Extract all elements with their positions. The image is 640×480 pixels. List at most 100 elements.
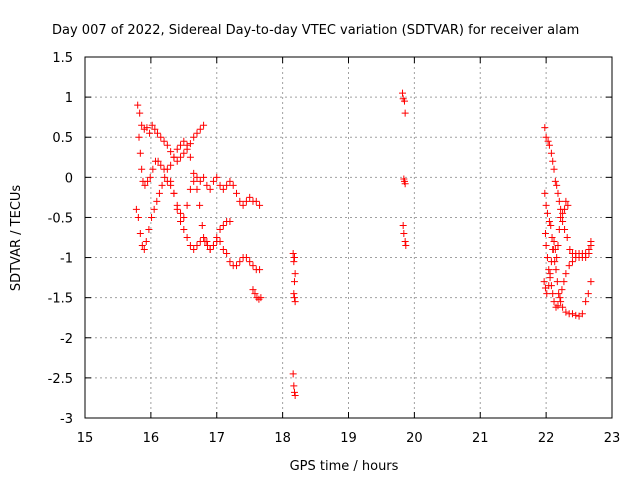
data-point (186, 140, 194, 148)
data-point (551, 246, 559, 254)
data-point (551, 177, 559, 185)
data-point (134, 213, 142, 221)
data-point (190, 246, 198, 254)
x-tick-label: 23 (604, 431, 621, 446)
data-point (196, 125, 204, 133)
data-point (559, 217, 567, 225)
x-tick-label: 21 (472, 431, 489, 446)
data-point (290, 290, 298, 298)
data-point (562, 270, 570, 278)
y-tick-label: 1 (65, 91, 73, 106)
data-point (557, 213, 565, 221)
data-point (149, 165, 157, 173)
data-point (561, 205, 569, 213)
data-point (550, 238, 558, 246)
data-point (582, 298, 590, 306)
data-point (553, 278, 561, 286)
data-point (204, 242, 212, 250)
data-point (170, 189, 178, 197)
series-arc-e (249, 286, 265, 303)
data-point (196, 177, 204, 185)
data-point (160, 137, 168, 145)
y-axis-label: SDTVAR / TECUs (9, 185, 24, 292)
x-tick-label: 17 (208, 431, 225, 446)
data-point (555, 197, 563, 205)
grid-lines (85, 57, 612, 418)
data-point (180, 149, 188, 157)
data-point (242, 254, 250, 262)
data-point (541, 189, 549, 197)
data-point (547, 221, 555, 229)
data-point (167, 148, 175, 156)
data-point (290, 258, 298, 266)
data-point (550, 165, 558, 173)
data-point (549, 290, 557, 298)
data-point (219, 246, 227, 254)
data-point (167, 177, 175, 185)
data-point (552, 266, 560, 274)
y-tick-label: 0 (65, 171, 73, 186)
series-arc-a (134, 101, 208, 165)
data-point (193, 173, 201, 181)
x-tick-label: 18 (274, 431, 291, 446)
data-point (219, 185, 227, 193)
data-point (543, 254, 551, 262)
data-point (540, 278, 548, 286)
data-point (226, 217, 234, 225)
data-point (158, 181, 166, 189)
data-point (138, 242, 146, 250)
data-point (236, 258, 244, 266)
data-point (177, 217, 185, 225)
data-point (553, 181, 561, 189)
data-point (177, 153, 185, 161)
y-tick-label: 1.5 (52, 51, 73, 66)
data-point (144, 177, 152, 185)
data-point (155, 189, 163, 197)
data-point (157, 161, 165, 169)
data-point (173, 145, 181, 153)
data-point (256, 201, 264, 209)
data-point (542, 133, 550, 141)
data-point (196, 238, 204, 246)
data-point (180, 225, 188, 233)
data-point (559, 209, 567, 217)
data-point (246, 193, 254, 201)
x-tick-label: 22 (538, 431, 555, 446)
data-point (554, 302, 562, 310)
data-point (578, 250, 586, 258)
data-point (239, 201, 247, 209)
data-point (554, 242, 562, 250)
data-point (578, 310, 586, 318)
series-arc-d (167, 177, 264, 274)
data-point (186, 242, 194, 250)
data-point (190, 133, 198, 141)
data-point (146, 173, 154, 181)
axis-ticks (84, 56, 613, 419)
data-point (193, 242, 201, 250)
data-point (555, 290, 563, 298)
data-point (167, 161, 175, 169)
data-point (545, 266, 553, 274)
x-tick-label: 19 (340, 431, 357, 446)
data-point (236, 197, 244, 205)
data-point (135, 133, 143, 141)
data-point (134, 101, 142, 109)
data-point (556, 294, 564, 302)
data-point (163, 141, 171, 149)
data-point (402, 242, 410, 250)
data-point (587, 238, 595, 246)
data-point (290, 388, 298, 396)
y-tick-label: -0.5 (48, 211, 73, 226)
data-point (148, 213, 156, 221)
data-point (555, 225, 563, 233)
data-point (257, 294, 265, 302)
data-point (183, 141, 191, 149)
data-point (173, 205, 181, 213)
data-point (562, 197, 570, 205)
data-point (186, 185, 194, 193)
y-tick-label: -2.5 (48, 372, 73, 387)
data-point (559, 303, 567, 311)
data-point (200, 121, 208, 129)
data-point (177, 209, 185, 217)
